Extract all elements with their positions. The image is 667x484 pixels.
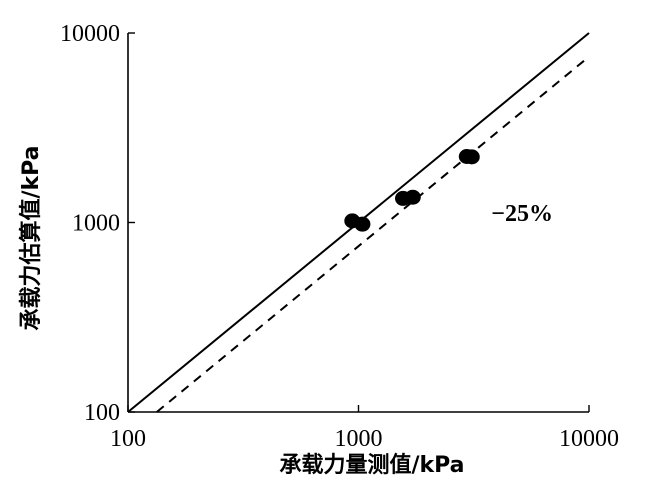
y-tick-label-1000: 1000 [72,211,120,237]
x-tick-label-10000: 10000 [559,426,619,452]
y-tick-label-10000: 10000 [60,21,120,47]
data-points [344,148,480,232]
ticks: 100 1000 10000 100 1000 10000 [60,21,619,452]
x-tick-label-1000: 1000 [335,426,383,452]
data-point-4 [404,189,421,205]
data-point-6 [463,149,480,165]
x-tick-label-100: 100 [110,426,146,452]
y-tick-label-100: 100 [84,400,120,426]
data-point-2 [354,216,371,232]
y-axis-title: 承载力估算值/kPa [18,145,44,330]
annotation-minus-25-percent: −25% [491,201,553,227]
plot-area: 100 1000 10000 100 1000 10000 −25% [60,21,619,452]
minus-25-percent-line [156,55,590,413]
x-axis-title: 承载力量测值/kPa [279,452,464,478]
